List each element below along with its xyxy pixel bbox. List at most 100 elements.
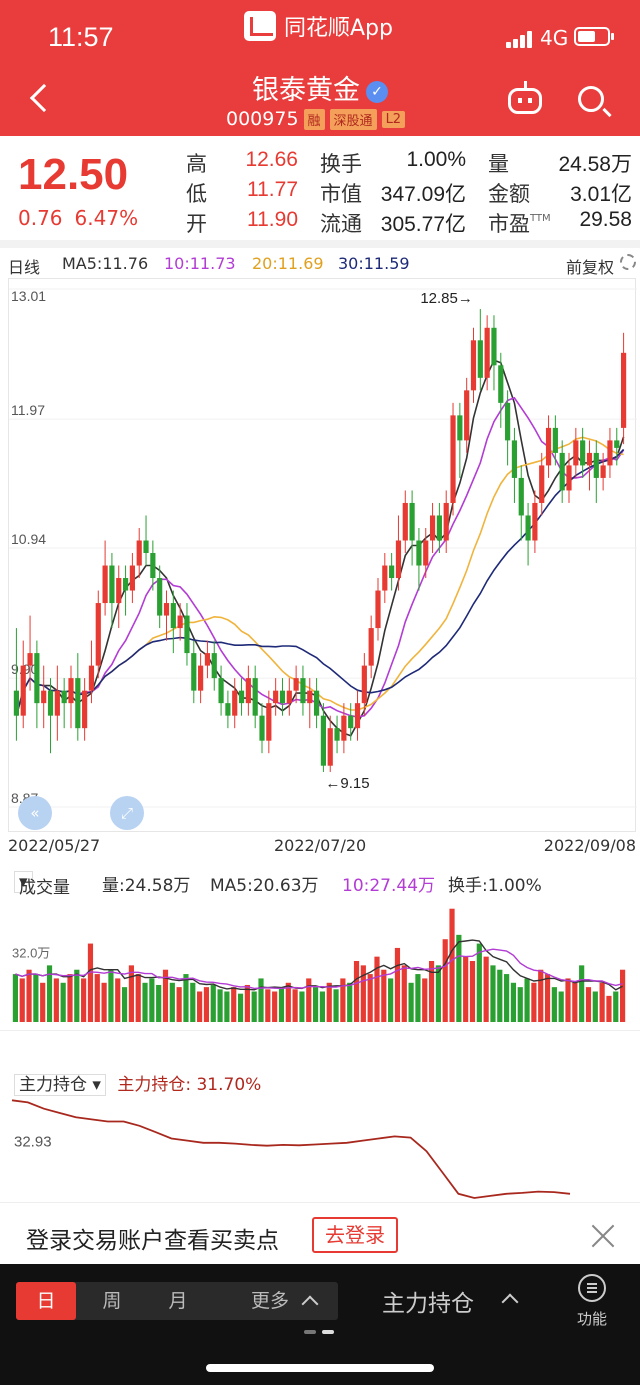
volume-bar — [299, 991, 305, 1022]
volume-bar — [197, 991, 203, 1022]
volume-ma10: 10:27.44万 — [342, 876, 436, 896]
volume-bar — [128, 965, 134, 1022]
candle — [545, 415, 552, 478]
quote-panel: 12.50 0.76 6.47% 高 12.66 低 11.77 开 11.90 … — [0, 136, 640, 240]
y-tick-label: 11.97 — [11, 402, 45, 418]
high-label: 高 — [186, 152, 207, 176]
volume-bar — [272, 991, 278, 1022]
candle — [293, 665, 299, 704]
candle — [580, 427, 586, 478]
shrink-button[interactable]: « — [18, 796, 52, 830]
candle-body — [95, 603, 101, 666]
candle-body — [238, 690, 245, 704]
holding-title: 主力持仓 — [19, 1075, 87, 1095]
candle — [184, 603, 190, 666]
volume-bar — [449, 908, 455, 1022]
volume-bar — [183, 974, 189, 1022]
volume-bar — [210, 984, 216, 1022]
candle — [600, 452, 606, 491]
candle — [163, 590, 170, 641]
candle — [341, 703, 347, 754]
candle — [375, 578, 381, 641]
candle-body — [82, 690, 88, 729]
volume-bar — [292, 989, 298, 1022]
indicator-chevron-up-icon[interactable] — [501, 1293, 519, 1311]
expand-icon[interactable]: ⤢ — [110, 796, 144, 830]
stock-title: 银泰黄金 ✓ — [0, 68, 640, 107]
candle — [75, 653, 81, 741]
candle-body — [443, 502, 449, 541]
candle-body — [457, 415, 463, 441]
volume-bar — [319, 991, 326, 1022]
candle — [286, 678, 292, 716]
candle — [361, 653, 367, 716]
candle-body — [505, 402, 511, 441]
volume-turnover: 换手:1.00% — [448, 876, 542, 896]
search-icon[interactable] — [578, 86, 604, 112]
volume-bar — [483, 956, 489, 1022]
tab-month[interactable]: 月 — [168, 1290, 188, 1312]
holding-chart[interactable]: 32.93 — [8, 1090, 636, 1202]
candle-body — [122, 578, 129, 591]
top-header: 11:57 同花顺App 4G 银泰黄金 ✓ 000975 融 深股通 L2 — [0, 0, 640, 136]
volume-selector[interactable]: 成交量 ▾ — [14, 871, 70, 898]
volume-ma5: MA5:20.63万 — [210, 876, 319, 896]
period-label[interactable]: 日线 — [8, 258, 41, 277]
tab-day[interactable]: 日 — [16, 1282, 76, 1320]
indicator-selector[interactable]: 主力持仓 — [382, 1291, 474, 1317]
volume-svg: 32.0万 — [12, 908, 626, 1022]
volume-label: 量 — [488, 152, 509, 176]
candle-body — [204, 653, 211, 666]
candle — [143, 515, 149, 566]
candle-body — [177, 615, 183, 629]
candle-body — [170, 603, 176, 629]
candle — [232, 678, 238, 729]
function-button[interactable]: 功能 — [572, 1274, 612, 1329]
candle — [116, 565, 122, 629]
tab-week[interactable]: 周 — [102, 1290, 122, 1312]
home-indicator — [206, 1364, 434, 1372]
candle — [136, 527, 142, 579]
candle-body — [327, 728, 333, 766]
candle-body — [232, 690, 238, 716]
candle-body — [545, 427, 552, 466]
candle-body — [109, 565, 115, 604]
holding-selector[interactable]: 主力持仓 ▾ — [14, 1074, 106, 1096]
candle — [539, 452, 545, 516]
close-icon[interactable] — [590, 1223, 616, 1249]
volume-bar — [524, 978, 530, 1022]
volume-bar — [162, 969, 169, 1022]
volume-bar — [217, 989, 223, 1022]
turnover-value: 1.00% — [406, 148, 466, 171]
more-chevron-up-icon[interactable] — [301, 1295, 319, 1313]
login-button[interactable]: 去登录 — [312, 1217, 398, 1253]
volume-bar — [531, 982, 537, 1022]
y-tick-label: 13.01 — [11, 288, 46, 304]
tab-more[interactable]: 更多 — [250, 1290, 289, 1312]
volume-bar — [46, 965, 53, 1022]
candle — [518, 465, 524, 541]
volume-bar — [599, 982, 605, 1022]
volume-bar — [142, 982, 148, 1022]
volume-bar — [394, 947, 401, 1022]
ma10-label: 10:11.73 — [164, 254, 236, 273]
candle-body — [532, 502, 538, 541]
candle-body — [368, 628, 374, 666]
volume-chart[interactable]: 32.0万 — [8, 896, 636, 1022]
candle — [620, 332, 627, 445]
status-time: 11:57 — [48, 22, 114, 52]
battery-icon — [574, 27, 614, 46]
adjust-label[interactable]: 前复权 — [565, 258, 614, 277]
candle — [211, 640, 217, 691]
gear-icon[interactable] — [620, 254, 636, 270]
robot-assistant-icon[interactable] — [508, 81, 542, 114]
volume-bar — [40, 982, 46, 1022]
candle — [150, 540, 156, 591]
tag-connect: 深股通 — [329, 108, 377, 130]
candle — [511, 427, 518, 503]
candle — [20, 640, 26, 729]
candle — [34, 640, 40, 729]
candle-body — [75, 678, 81, 729]
candle-body — [450, 415, 456, 503]
